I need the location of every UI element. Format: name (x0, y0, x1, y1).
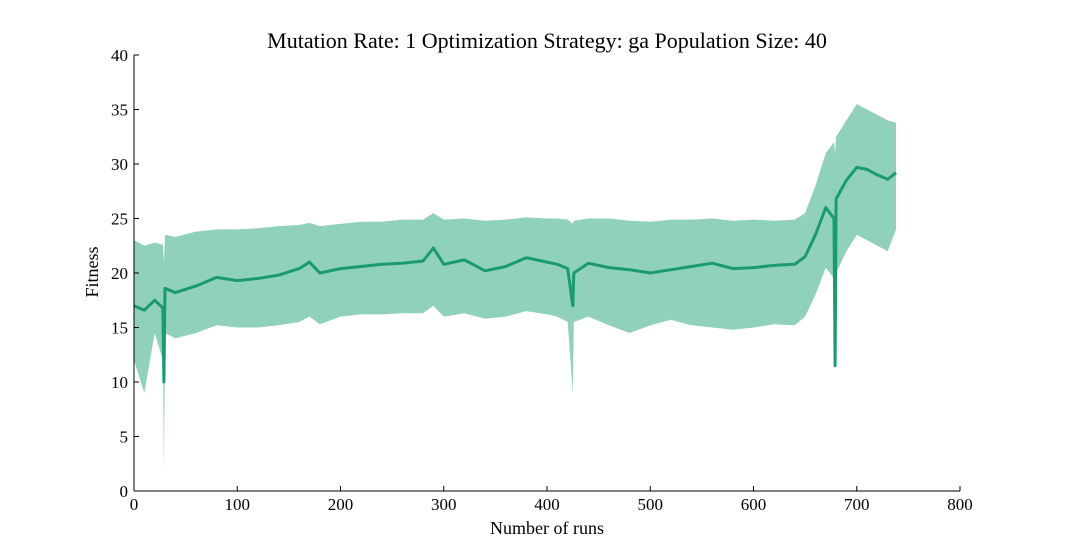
confidence-band (134, 104, 896, 470)
y-tick-label: 20 (111, 264, 128, 283)
x-tick-label: 400 (534, 495, 560, 514)
y-tick-label: 25 (111, 210, 128, 229)
x-tick-label: 200 (328, 495, 354, 514)
x-tick-label: 800 (947, 495, 973, 514)
chart-title: Mutation Rate: 1 Optimization Strategy: … (267, 28, 827, 53)
y-axis-label: Fitness (82, 246, 102, 297)
y-tick-label: 30 (111, 155, 128, 174)
plot-area (133, 104, 897, 470)
y-tick-label: 5 (120, 428, 129, 447)
y-tick-label: 0 (120, 482, 129, 501)
axes: 0 100 200 300 400 500 600 700 800 0 5 10 15 20 25 30 35 4… (111, 46, 973, 514)
y-tick-label: 10 (111, 373, 128, 392)
x-tick-label: 0 (130, 495, 139, 514)
x-tick-label: 700 (844, 495, 870, 514)
y-tick-label: 15 (111, 319, 128, 338)
x-axis-label: Number of runs (490, 518, 604, 538)
y-tick-label: 35 (111, 101, 128, 120)
x-tick-label: 600 (741, 495, 767, 514)
mean-fitness-line (133, 165, 897, 384)
y-tick-label: 40 (111, 46, 128, 65)
x-tick-label: 100 (225, 495, 251, 514)
x-tick-label: 500 (638, 495, 664, 514)
x-tick-label: 300 (431, 495, 457, 514)
